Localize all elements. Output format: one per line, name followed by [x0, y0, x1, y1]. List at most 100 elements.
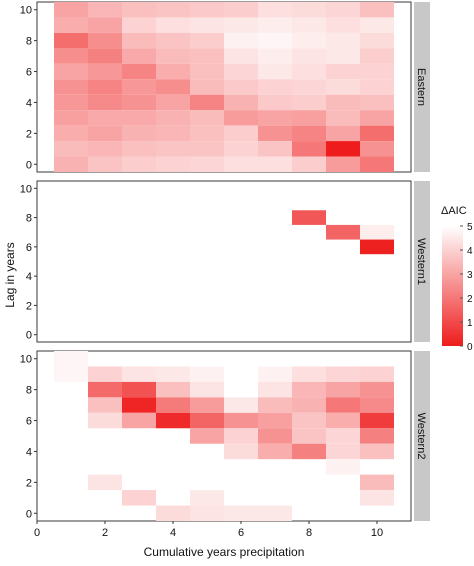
heatmap-cell [88, 397, 122, 413]
heatmap-cell [360, 224, 394, 240]
heatmap-cell [54, 48, 88, 64]
heatmap-cell [190, 156, 224, 172]
x-tick-label: 10 [371, 527, 383, 539]
legend-tick-label: 5 [467, 222, 473, 233]
y-tick-label: 10 [20, 183, 32, 195]
heatmap-cell [224, 412, 258, 429]
heatmap-cell [122, 156, 156, 172]
heatmap-cell [54, 366, 88, 382]
legend-tick-label: 4 [467, 246, 473, 257]
heatmap-cell [326, 459, 360, 475]
heatmap-cell [292, 125, 326, 142]
heatmap-cell [326, 397, 360, 413]
heatmap-cell [292, 210, 326, 225]
heatmap-cell [360, 490, 394, 506]
heatmap-cell [156, 110, 190, 126]
heatmap-cell [88, 63, 122, 80]
y-tick-label: 2 [26, 300, 32, 312]
heatmap-cell [224, 505, 258, 521]
y-tick-label: 0 [26, 330, 32, 342]
heatmap-cell [156, 2, 190, 18]
heatmap-cell [326, 94, 360, 111]
heatmap-cell [122, 79, 156, 95]
heatmap-cell [224, 397, 258, 413]
heatmap-cell [54, 351, 88, 367]
heatmap-cell [360, 366, 394, 382]
heatmap-cell [190, 366, 224, 382]
heatmap-cell [326, 17, 360, 33]
heatmap-cell [258, 412, 292, 429]
heatmap-cell [258, 125, 292, 142]
heatmap-cell [190, 428, 224, 444]
heatmap-cell [292, 48, 326, 64]
heatmap-cell [326, 48, 360, 64]
heatmap-cell [54, 17, 88, 33]
heatmap-cell [156, 17, 190, 33]
heatmap-cell [88, 79, 122, 95]
heatmap-cell [292, 2, 326, 18]
y-tick-label: 8 [26, 385, 32, 397]
legend: ΔAIC 0 1 2 3 4 5 [441, 205, 473, 353]
heatmap-cell [224, 48, 258, 64]
heatmap-cell [54, 63, 88, 80]
y-tick-label: 2 [26, 128, 32, 140]
heatmap-cell [190, 381, 224, 398]
heatmap-cell [190, 412, 224, 429]
heatmap-cell [258, 156, 292, 172]
heatmap-cell [360, 110, 394, 126]
heatmap-cell [190, 79, 224, 95]
y-tick-label: 4 [26, 446, 32, 458]
heatmap-cell [326, 156, 360, 172]
x-tick-label: 2 [102, 527, 108, 539]
heatmap-cell [292, 32, 326, 49]
heatmap-cell [224, 141, 258, 157]
heatmap-cell [88, 94, 122, 111]
legend-tick-label: 3 [467, 270, 473, 281]
legend-tick-label: 0 [467, 342, 473, 353]
heatmap-cell [360, 474, 394, 491]
heatmap-cell [224, 2, 258, 18]
heatmap-cell [122, 412, 156, 429]
panel-western1: 0 2 4 6 8 10 Western1 [20, 180, 430, 343]
legend-tick-label: 1 [467, 318, 473, 329]
y-tick-label: 10 [20, 354, 32, 366]
heatmap-cell [156, 94, 190, 111]
y-tick-label: 10 [20, 5, 32, 17]
heatmap-cell [88, 141, 122, 157]
heatmap-cell [326, 381, 360, 398]
heatmap-cell [54, 79, 88, 95]
heatmap-cell [122, 94, 156, 111]
heatmap-cell [360, 381, 394, 398]
heatmap-cell [190, 505, 224, 521]
y-tick-label: 4 [26, 97, 32, 109]
heatmap-cell [88, 474, 122, 491]
heatmap-cell [292, 141, 326, 157]
y-tick-label: 0 [26, 508, 32, 520]
heatmap-cell [360, 63, 394, 80]
heatmap-cell [190, 141, 224, 157]
y-tick-label: 0 [26, 159, 32, 171]
heatmap-cell [360, 156, 394, 172]
heatmap-cell [156, 156, 190, 172]
heatmap-cell [292, 156, 326, 172]
y-tick-label: 6 [26, 416, 32, 428]
heatmap-cell [54, 94, 88, 111]
heatmap-cell [190, 2, 224, 18]
heatmap-cell [326, 2, 360, 18]
heatmap-cell [326, 63, 360, 80]
heatmap-cell [292, 17, 326, 33]
heatmap-cell [190, 32, 224, 49]
heatmap-cell [224, 125, 258, 142]
heatmap-cell [88, 156, 122, 172]
heatmap-cell [122, 63, 156, 80]
x-axis-title: Cumulative years precipitation [144, 545, 305, 559]
heatmap-cell [190, 110, 224, 126]
heatmap-cell [292, 381, 326, 398]
panel-western2: 0 2 4 6 8 10 Western2 [20, 350, 430, 522]
heatmap-cell [88, 110, 122, 126]
heatmap-cell [122, 17, 156, 33]
heatmap-cell [292, 110, 326, 126]
legend-tick-label: 2 [467, 294, 473, 305]
facet-strip [414, 181, 430, 342]
